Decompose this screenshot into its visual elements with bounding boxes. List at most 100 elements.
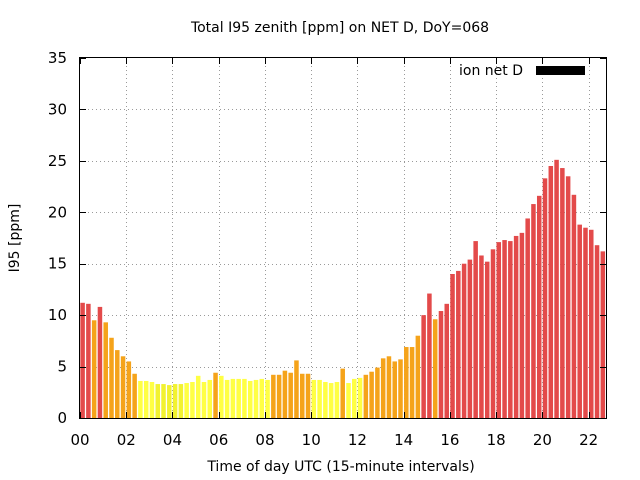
data-bar [554,159,559,418]
data-bar [126,361,132,418]
data-bar [288,372,293,418]
data-bar [132,373,137,418]
data-bar [473,241,478,418]
data-bar [346,383,351,418]
data-bar [438,311,444,418]
y-tick-label: 15 [48,255,67,273]
data-bar [97,306,103,418]
data-bar [207,379,213,418]
y-tick-label: 20 [48,203,67,221]
data-bar [265,379,270,418]
data-bar [542,178,548,418]
data-bar [421,315,426,418]
data-bar [548,166,554,418]
x-tick-label: 20 [533,431,552,449]
data-bar [398,359,403,418]
data-bar [184,383,189,418]
data-bar [432,319,438,418]
data-bar [340,368,345,418]
data-bar [571,194,577,418]
data-bar [172,384,178,418]
data-bar [594,245,600,418]
plot-frame [79,57,607,419]
data-bar [155,384,160,418]
x-axis-label: Time of day UTC (15-minute intervals) [206,459,474,475]
data-bar [375,367,380,418]
data-bar [380,358,386,418]
x-tick-label: 02 [117,431,136,449]
data-bar [91,320,97,418]
x-tick-label: 08 [255,431,274,449]
data-bar [271,374,276,418]
data-bar [479,255,484,418]
data-bar [311,379,317,418]
data-bar [300,373,305,418]
data-bar [115,350,120,418]
data-bar [600,251,606,418]
data-bar [167,385,172,418]
data-bar [305,373,311,418]
data-bar [201,382,207,418]
data-bar [386,356,392,418]
y-tick-label: 0 [57,409,67,427]
data-bar [450,274,455,418]
data-bar [178,384,184,418]
data-bar [589,229,594,418]
data-bar [565,176,571,418]
data-bar [282,370,288,418]
data-bar [352,378,357,418]
y-tick-label: 30 [48,100,67,118]
data-bar [461,263,467,418]
x-tick-label: 00 [70,431,89,449]
data-bar [467,259,473,418]
data-bar [195,375,201,418]
data-bar [363,374,369,418]
data-bar [513,235,519,418]
x-tick-label: 16 [440,431,459,449]
x-tick-label: 06 [209,431,228,449]
data-bar [80,302,85,418]
data-bar [138,380,143,418]
data-bar [247,380,253,418]
data-bar [444,303,450,418]
data-bar [276,374,282,418]
data-bar [323,382,328,418]
data-bar [109,337,114,418]
axis-ticks: 0 5 10 15 20 25 30 35 00 02 04 06 08 10 12 14 16 18 20 22 [48,49,606,449]
data-bar [236,378,241,418]
y-tick-label: 35 [48,49,67,67]
data-bar [219,375,224,418]
data-bar [525,218,530,418]
data-bar [502,240,507,418]
data-bar [456,270,461,418]
data-bar [242,378,247,418]
data-bar [427,293,432,418]
data-bar [86,303,91,418]
data-bar [143,380,149,418]
x-tick-label: 04 [163,431,182,449]
x-tick-label: 22 [579,431,598,449]
y-axis-label: I95 [ppm] [7,204,23,273]
legend-label: ion net D [459,63,523,79]
data-bar [531,204,536,418]
data-bar [190,382,195,418]
data-bar [357,377,363,418]
legend: ion net D [459,63,585,79]
y-tick-label: 5 [57,358,67,376]
data-bar [294,360,299,418]
data-bar [490,249,496,418]
x-tick-label: 10 [302,431,321,449]
data-bar [484,261,490,418]
x-tick-label: 12 [348,431,367,449]
data-bar [560,168,565,418]
data-bar [415,335,421,418]
data-bar [369,371,374,418]
data-bar [224,379,230,418]
data-bar [103,322,108,418]
x-tick-label: 14 [394,431,413,449]
y-tick-label: 10 [48,306,67,324]
bar-series [80,159,606,418]
data-bar [392,361,397,418]
data-bar [334,382,340,418]
